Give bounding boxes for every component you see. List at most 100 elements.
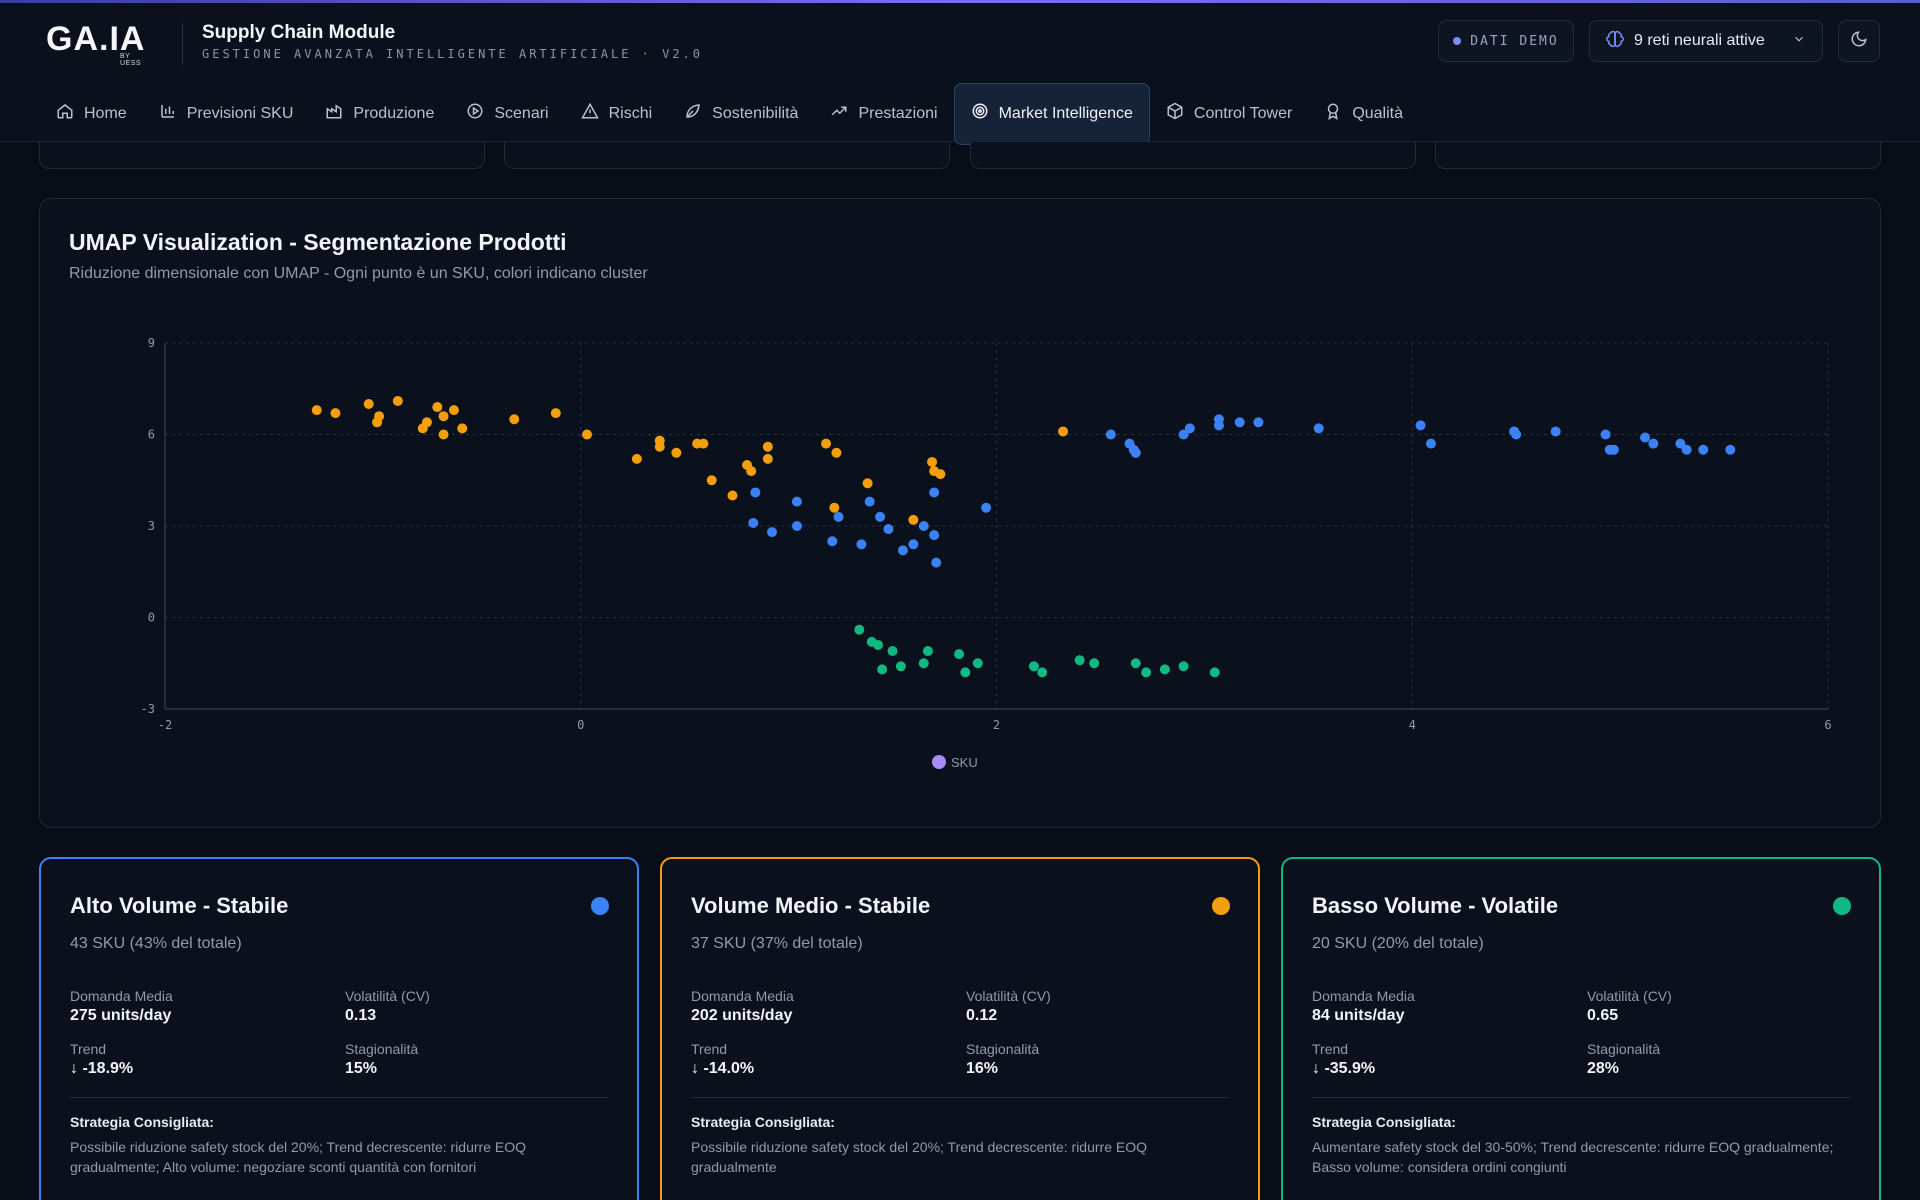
summary-card-stub bbox=[39, 142, 485, 169]
nav-label: Control Tower bbox=[1193, 104, 1293, 122]
box-icon bbox=[1166, 102, 1184, 125]
sku-point bbox=[509, 414, 520, 425]
sku-point bbox=[746, 466, 757, 477]
demo-dot-icon bbox=[1453, 37, 1462, 45]
metric-seasonality: Stagionalità 15% bbox=[345, 1041, 418, 1078]
cluster-color-dot bbox=[591, 897, 609, 915]
umap-scatter-chart[interactable]: -2 0 2 4 6 -3 0 3 6 9 SKU bbox=[40, 199, 1882, 829]
strategy-title: Strategia Consigliata: bbox=[1312, 1114, 1456, 1130]
brand-divider bbox=[182, 23, 183, 65]
neural-networks-label: 9 reti neurali attive bbox=[1634, 32, 1765, 49]
metric-volatility: Volatilità (CV) 0.13 bbox=[345, 988, 430, 1025]
brand-logo[interactable]: GA.IA BY UESS bbox=[46, 21, 145, 67]
sku-point bbox=[762, 441, 773, 452]
legend-marker bbox=[932, 755, 946, 769]
metric-volatility: Volatilità (CV) 0.12 bbox=[966, 988, 1051, 1025]
factory-icon bbox=[325, 102, 343, 125]
metric-label: Trend bbox=[70, 1041, 107, 1057]
nav-label: Prestazioni bbox=[858, 104, 938, 122]
y-tick-label: 6 bbox=[148, 428, 155, 442]
sku-point bbox=[1415, 420, 1426, 431]
metric-label: Volatilità (CV) bbox=[1587, 988, 1672, 1004]
sku-point bbox=[918, 658, 929, 669]
nav-item-qualita[interactable]: Qualità bbox=[1308, 83, 1419, 145]
logo-subtext: BY UESS bbox=[120, 53, 142, 67]
sku-point bbox=[1681, 444, 1692, 455]
nav-item-prestazioni[interactable]: Prestazioni bbox=[814, 83, 953, 145]
sku-point bbox=[750, 487, 761, 498]
strategy-title: Strategia Consigliata: bbox=[691, 1114, 835, 1130]
sku-point bbox=[457, 423, 468, 434]
sku-point bbox=[791, 521, 802, 531]
sku-point bbox=[1511, 429, 1522, 440]
sku-point bbox=[972, 658, 983, 669]
nav-label: Home bbox=[84, 104, 127, 122]
sku-point bbox=[1725, 444, 1736, 455]
metric-label: Stagionalità bbox=[345, 1041, 419, 1057]
trending-up-icon bbox=[830, 102, 848, 125]
metric-label: Domanda Media bbox=[70, 988, 173, 1004]
sku-point bbox=[698, 438, 709, 449]
chevron-down-icon bbox=[1792, 32, 1806, 51]
sku-point bbox=[929, 530, 940, 541]
nav-item-home[interactable]: Home bbox=[40, 83, 143, 145]
summary-card-stub bbox=[504, 142, 950, 169]
metric-value: 0.65 bbox=[1587, 1007, 1619, 1024]
play-circle-icon bbox=[466, 102, 484, 125]
nav-item-market-intelligence[interactable]: Market Intelligence bbox=[953, 82, 1150, 145]
sku-point bbox=[1550, 426, 1561, 437]
nav-item-previsioni-sku[interactable]: Previsioni SKU bbox=[143, 83, 310, 145]
metric-trend: Trend ↓ -14.0% bbox=[691, 1041, 754, 1078]
metric-label: Domanda Media bbox=[691, 988, 794, 1004]
sku-point bbox=[827, 536, 838, 547]
nav-label: Rischi bbox=[608, 104, 653, 122]
home-icon bbox=[56, 102, 74, 125]
warning-icon bbox=[580, 102, 599, 125]
y-tick-label: 0 bbox=[148, 611, 155, 625]
nav-item-rischi[interactable]: Rischi bbox=[565, 83, 669, 145]
cluster-subtitle: 37 SKU (37% del totale) bbox=[691, 935, 863, 952]
sku-point bbox=[438, 411, 449, 422]
cluster-title: Alto Volume - Stabile bbox=[70, 893, 289, 918]
brain-icon bbox=[1606, 30, 1624, 53]
sku-point bbox=[766, 527, 777, 538]
sku-point bbox=[918, 521, 929, 531]
nav-label: Scenari bbox=[494, 104, 549, 122]
sku-point bbox=[311, 405, 322, 416]
metric-label: Stagionalità bbox=[966, 1041, 1040, 1057]
sku-point bbox=[873, 639, 884, 650]
nav-item-produzione[interactable]: Produzione bbox=[309, 83, 450, 145]
bar-chart-icon bbox=[159, 102, 177, 125]
sku-point bbox=[438, 429, 449, 440]
app-title: Supply Chain Module bbox=[202, 22, 396, 43]
sku-point bbox=[1640, 432, 1651, 443]
sku-point bbox=[1178, 429, 1189, 440]
divider bbox=[1312, 1097, 1850, 1098]
metric-value: ↓ -18.9% bbox=[70, 1060, 134, 1077]
nav-item-sostenibilita[interactable]: Sostenibilità bbox=[668, 83, 814, 145]
sku-point bbox=[550, 408, 561, 419]
sku-point bbox=[1028, 661, 1039, 672]
nav-label: Produzione bbox=[353, 104, 435, 122]
sku-point bbox=[927, 456, 938, 467]
metric-trend: Trend ↓ -18.9% bbox=[70, 1041, 133, 1078]
cluster-subtitle: 20 SKU (20% del totale) bbox=[1312, 935, 1484, 952]
sku-point bbox=[1608, 444, 1619, 455]
sku-point bbox=[875, 511, 886, 522]
metric-value: 15% bbox=[345, 1060, 378, 1077]
sku-point bbox=[981, 502, 992, 513]
nav-item-scenari[interactable]: Scenari bbox=[450, 83, 564, 145]
sku-point bbox=[908, 514, 919, 525]
metric-label: Trend bbox=[1312, 1041, 1349, 1057]
metric-label: Volatilità (CV) bbox=[345, 988, 430, 1004]
metric-label: Volatilità (CV) bbox=[966, 988, 1051, 1004]
nav-item-control-tower[interactable]: Control Tower bbox=[1150, 83, 1308, 145]
sku-point bbox=[908, 539, 919, 550]
sku-point bbox=[1089, 658, 1100, 669]
neural-networks-dropdown[interactable]: 9 reti neurali attive bbox=[1589, 20, 1823, 62]
metric-value: ↓ -14.0% bbox=[691, 1060, 755, 1077]
divider bbox=[70, 1097, 608, 1098]
sku-point bbox=[372, 417, 383, 428]
sku-point bbox=[1425, 438, 1436, 449]
theme-toggle-button[interactable] bbox=[1838, 20, 1880, 62]
